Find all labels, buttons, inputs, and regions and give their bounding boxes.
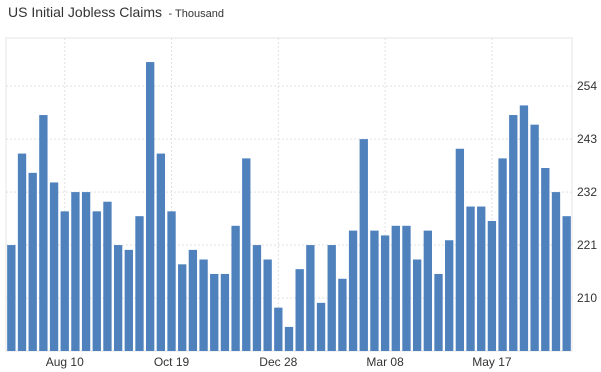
bar bbox=[188, 249, 198, 351]
bar bbox=[466, 206, 475, 351]
x-tick-label: Mar 08 bbox=[366, 355, 404, 369]
y-tick-label: 254 bbox=[577, 79, 597, 93]
plot-frame bbox=[5, 37, 573, 352]
bar bbox=[391, 225, 400, 351]
bar bbox=[39, 115, 48, 352]
chart-title-block: US Initial Jobless Claims - Thousand bbox=[8, 4, 224, 22]
bar bbox=[380, 235, 390, 351]
bar bbox=[220, 273, 230, 351]
bar bbox=[274, 307, 283, 351]
bar bbox=[178, 264, 187, 351]
bar bbox=[242, 158, 251, 351]
bar bbox=[519, 105, 529, 352]
y-tick-label: 232 bbox=[577, 185, 597, 199]
bar bbox=[71, 192, 80, 351]
bar bbox=[17, 153, 27, 351]
bar bbox=[49, 182, 59, 351]
bar bbox=[316, 302, 326, 351]
bar bbox=[541, 168, 550, 351]
bar bbox=[156, 153, 166, 351]
bar bbox=[92, 211, 101, 351]
x-tick-label: Dec 28 bbox=[259, 355, 297, 369]
bar bbox=[295, 269, 304, 351]
bar bbox=[348, 230, 358, 351]
bar bbox=[445, 240, 454, 351]
bar bbox=[124, 249, 133, 351]
x-tick-label: May 17 bbox=[472, 355, 512, 369]
bar bbox=[28, 172, 37, 351]
bar bbox=[263, 259, 272, 351]
bar bbox=[146, 62, 155, 351]
bar bbox=[113, 245, 123, 351]
bar bbox=[103, 201, 112, 351]
y-tick-label: 210 bbox=[577, 291, 597, 305]
bar bbox=[359, 139, 368, 351]
bar bbox=[551, 192, 561, 351]
y-tick-label: 221 bbox=[577, 238, 597, 252]
bar bbox=[530, 124, 539, 351]
bar bbox=[210, 273, 219, 351]
bar bbox=[370, 230, 379, 351]
bar bbox=[434, 273, 443, 351]
bar bbox=[402, 225, 411, 351]
bar bbox=[135, 216, 144, 351]
x-tick-label: Oct 19 bbox=[154, 355, 190, 369]
bar bbox=[412, 259, 422, 351]
bar bbox=[306, 245, 315, 351]
bar bbox=[477, 206, 486, 351]
bar bbox=[231, 225, 240, 351]
chart-subtitle: - Thousand bbox=[168, 8, 224, 20]
bar bbox=[167, 211, 176, 351]
bar bbox=[338, 278, 347, 351]
bar bbox=[509, 115, 518, 352]
bar bbox=[199, 259, 208, 351]
bar bbox=[423, 230, 432, 351]
bar bbox=[327, 245, 336, 351]
bar bbox=[498, 158, 507, 351]
bar bbox=[7, 245, 16, 351]
bar bbox=[487, 220, 497, 351]
bar bbox=[284, 326, 294, 351]
bar bbox=[252, 245, 262, 351]
bar bbox=[81, 192, 91, 351]
bar bbox=[562, 216, 571, 351]
bar bbox=[60, 211, 69, 351]
bar bbox=[455, 148, 465, 351]
x-tick-label: Aug 10 bbox=[46, 355, 84, 369]
y-tick-label: 243 bbox=[577, 132, 597, 146]
chart-title: US Initial Jobless Claims bbox=[8, 4, 163, 20]
